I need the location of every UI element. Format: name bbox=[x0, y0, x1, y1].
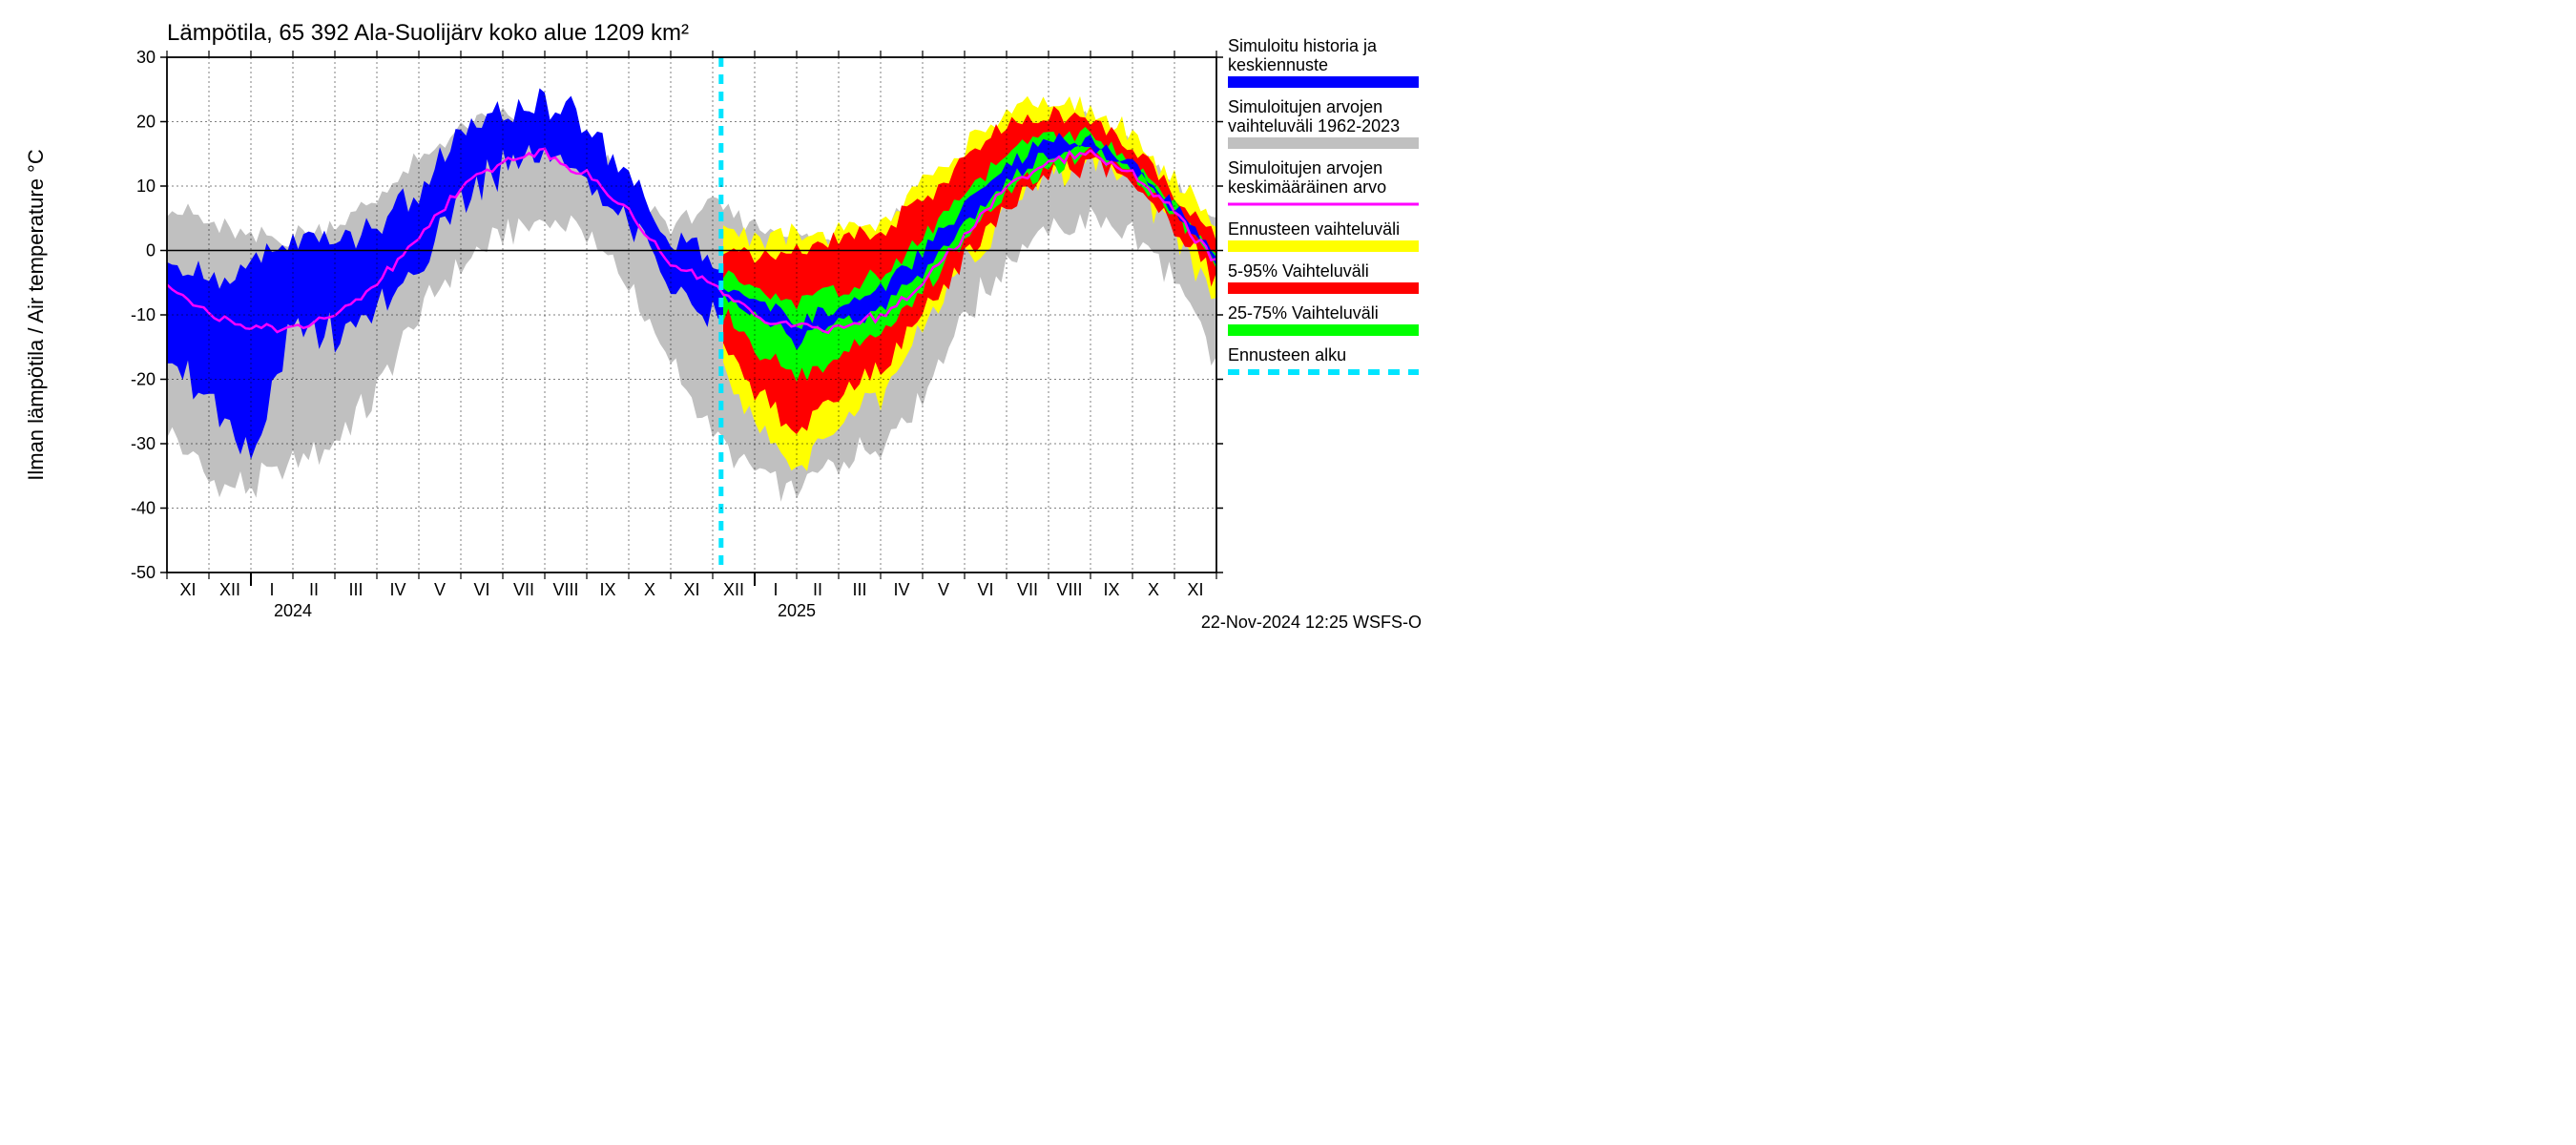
svg-text:II: II bbox=[309, 580, 319, 599]
svg-text:VI: VI bbox=[977, 580, 993, 599]
svg-text:IV: IV bbox=[893, 580, 909, 599]
svg-text:II: II bbox=[813, 580, 822, 599]
svg-text:Simuloitujen arvojen: Simuloitujen arvojen bbox=[1228, 158, 1382, 177]
svg-text:Simuloitujen arvojen: Simuloitujen arvojen bbox=[1228, 97, 1382, 116]
y-axis-label: Ilman lämpötila / Air temperature °C bbox=[24, 149, 48, 481]
footer-timestamp: 22-Nov-2024 12:25 WSFS-O bbox=[1201, 613, 1422, 632]
svg-text:I: I bbox=[773, 580, 778, 599]
svg-text:vaihteluväli 1962-2023: vaihteluväli 1962-2023 bbox=[1228, 116, 1400, 135]
svg-text:XII: XII bbox=[219, 580, 240, 599]
svg-text:10: 10 bbox=[136, 177, 156, 196]
svg-text:30: 30 bbox=[136, 48, 156, 67]
svg-text:III: III bbox=[348, 580, 363, 599]
temperature-chart: -50-40-30-20-100102030XIXIIIIIIIIIVVVIVI… bbox=[0, 0, 1431, 639]
svg-text:XI: XI bbox=[1187, 580, 1203, 599]
svg-text:VIII: VIII bbox=[552, 580, 578, 599]
svg-text:IV: IV bbox=[389, 580, 405, 599]
svg-text:V: V bbox=[938, 580, 949, 599]
svg-text:keskiennuste: keskiennuste bbox=[1228, 55, 1328, 74]
svg-text:Ennusteen alku: Ennusteen alku bbox=[1228, 345, 1346, 364]
svg-text:-30: -30 bbox=[131, 434, 156, 453]
svg-text:-40: -40 bbox=[131, 499, 156, 518]
svg-text:0: 0 bbox=[146, 241, 156, 260]
svg-text:-10: -10 bbox=[131, 305, 156, 324]
svg-text:IX: IX bbox=[599, 580, 615, 599]
svg-text:VIII: VIII bbox=[1056, 580, 1082, 599]
svg-text:XII: XII bbox=[723, 580, 744, 599]
svg-text:Simuloitu historia ja: Simuloitu historia ja bbox=[1228, 36, 1378, 55]
svg-text:X: X bbox=[644, 580, 655, 599]
svg-text:VI: VI bbox=[473, 580, 489, 599]
svg-text:2025: 2025 bbox=[778, 601, 816, 620]
chart-title: Lämpötila, 65 392 Ala-Suolijärv koko alu… bbox=[167, 20, 689, 46]
svg-text:20: 20 bbox=[136, 113, 156, 132]
svg-text:VII: VII bbox=[513, 580, 534, 599]
svg-text:X: X bbox=[1148, 580, 1159, 599]
svg-text:2024: 2024 bbox=[274, 601, 312, 620]
svg-text:5-95% Vaihteluväli: 5-95% Vaihteluväli bbox=[1228, 261, 1369, 281]
svg-text:VII: VII bbox=[1017, 580, 1038, 599]
svg-text:XI: XI bbox=[683, 580, 699, 599]
svg-text:V: V bbox=[434, 580, 446, 599]
svg-text:-20: -20 bbox=[131, 370, 156, 389]
svg-text:XI: XI bbox=[179, 580, 196, 599]
svg-text:-50: -50 bbox=[131, 563, 156, 582]
svg-text:Ennusteen vaihteluväli: Ennusteen vaihteluväli bbox=[1228, 219, 1400, 239]
svg-text:IX: IX bbox=[1103, 580, 1119, 599]
svg-text:III: III bbox=[852, 580, 866, 599]
svg-text:keskimääräinen arvo: keskimääräinen arvo bbox=[1228, 177, 1386, 197]
svg-text:25-75% Vaihteluväli: 25-75% Vaihteluväli bbox=[1228, 303, 1379, 323]
svg-text:I: I bbox=[269, 580, 274, 599]
